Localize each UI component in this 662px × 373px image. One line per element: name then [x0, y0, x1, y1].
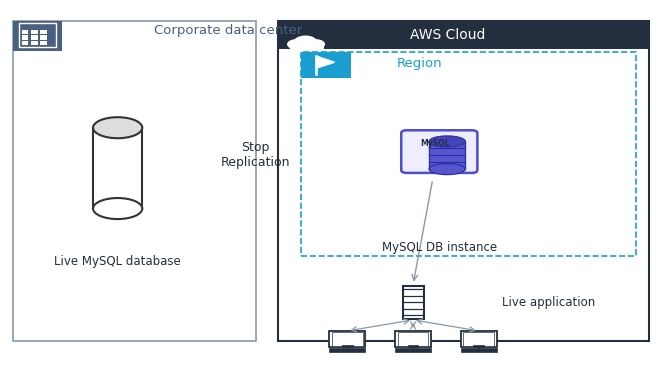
- FancyBboxPatch shape: [342, 345, 353, 347]
- FancyBboxPatch shape: [40, 35, 47, 40]
- Polygon shape: [316, 56, 334, 68]
- FancyBboxPatch shape: [40, 29, 47, 34]
- FancyBboxPatch shape: [461, 348, 496, 352]
- FancyBboxPatch shape: [93, 128, 142, 209]
- FancyBboxPatch shape: [40, 41, 47, 45]
- FancyBboxPatch shape: [429, 141, 465, 169]
- Text: AWS Cloud: AWS Cloud: [410, 28, 485, 42]
- FancyBboxPatch shape: [395, 348, 431, 352]
- FancyBboxPatch shape: [22, 29, 28, 34]
- FancyBboxPatch shape: [22, 35, 28, 40]
- FancyBboxPatch shape: [461, 331, 496, 347]
- Ellipse shape: [93, 117, 142, 138]
- Ellipse shape: [93, 198, 142, 219]
- Circle shape: [287, 39, 305, 50]
- FancyBboxPatch shape: [13, 21, 62, 51]
- FancyBboxPatch shape: [22, 41, 28, 45]
- FancyBboxPatch shape: [330, 331, 365, 347]
- FancyBboxPatch shape: [301, 52, 636, 256]
- Circle shape: [307, 39, 325, 50]
- FancyBboxPatch shape: [279, 21, 649, 341]
- Text: Live MySQL database: Live MySQL database: [54, 256, 181, 268]
- FancyBboxPatch shape: [401, 130, 477, 173]
- FancyBboxPatch shape: [398, 332, 428, 346]
- FancyBboxPatch shape: [473, 345, 484, 347]
- Text: Corporate data center: Corporate data center: [154, 24, 302, 37]
- Text: Region: Region: [397, 57, 442, 70]
- Text: MySQL DB instance: MySQL DB instance: [382, 241, 497, 254]
- Text: MySQL: MySQL: [420, 139, 450, 148]
- FancyBboxPatch shape: [402, 286, 424, 319]
- FancyBboxPatch shape: [330, 348, 365, 352]
- Text: Stop
Replication: Stop Replication: [220, 141, 290, 169]
- Ellipse shape: [429, 136, 465, 147]
- FancyBboxPatch shape: [13, 21, 256, 341]
- FancyBboxPatch shape: [332, 332, 363, 346]
- FancyBboxPatch shape: [301, 52, 351, 78]
- FancyBboxPatch shape: [31, 29, 38, 34]
- FancyBboxPatch shape: [395, 331, 431, 347]
- FancyBboxPatch shape: [31, 35, 38, 40]
- FancyBboxPatch shape: [279, 21, 649, 49]
- Ellipse shape: [429, 163, 465, 175]
- Circle shape: [293, 35, 317, 49]
- FancyBboxPatch shape: [31, 41, 38, 45]
- FancyBboxPatch shape: [290, 43, 324, 51]
- FancyBboxPatch shape: [463, 332, 494, 346]
- Text: Live application: Live application: [502, 296, 595, 309]
- FancyBboxPatch shape: [408, 345, 418, 347]
